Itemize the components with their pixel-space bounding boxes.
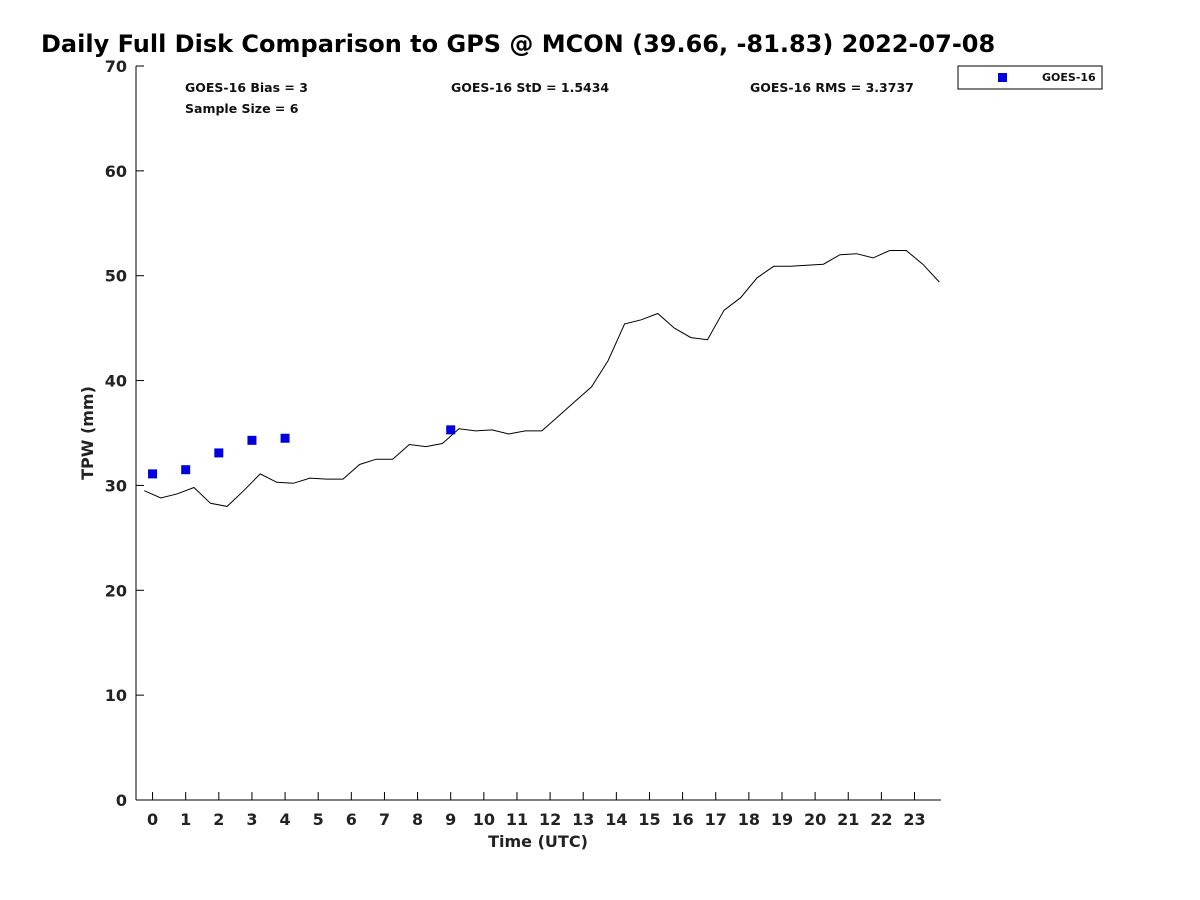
x-tick-label: 11 — [506, 810, 528, 829]
y-tick-label: 10 — [105, 686, 127, 705]
goes16-point — [280, 433, 290, 443]
legend-label: GOES-16 — [1042, 71, 1096, 84]
rms-stat: GOES-16 RMS = 3.3737 — [750, 80, 914, 95]
legend-marker-square — [998, 73, 1007, 82]
axes — [135, 66, 941, 801]
x-tick-label: 22 — [870, 810, 892, 829]
y-axis-label: TPW (mm) — [78, 386, 97, 480]
sample-size-stat: Sample Size = 6 — [185, 101, 299, 116]
legend-box — [957, 65, 1103, 90]
x-axis-label: Time (UTC) — [488, 832, 588, 851]
y-tick-label: 70 — [105, 57, 127, 76]
x-tick-label: 4 — [280, 810, 291, 829]
y-tick-label: 30 — [105, 476, 127, 495]
gps-tpw-line — [144, 250, 940, 507]
x-tick-label: 10 — [473, 810, 495, 829]
goes16-point — [247, 435, 257, 445]
std-stat: GOES-16 StD = 1.5434 — [451, 80, 609, 95]
goes16-point — [181, 465, 191, 475]
y-tick-label: 60 — [105, 162, 127, 181]
y-ticks: 0 10 20 30 40 50 60 70 — [105, 57, 144, 810]
x-tick-label: 9 — [445, 810, 456, 829]
x-ticks: 0 1 2 3 4 5 6 7 8 9 10 11 12 13 14 15 16 17 18 19 20 21 22 23 — [147, 792, 926, 829]
x-tick-label: 15 — [638, 810, 660, 829]
x-tick-label: 0 — [147, 810, 158, 829]
x-tick-label: 20 — [804, 810, 826, 829]
y-tick-label: 40 — [105, 372, 127, 391]
x-tick-label: 1 — [180, 810, 191, 829]
x-tick-label: 16 — [671, 810, 693, 829]
legend: GOES-16 — [957, 65, 1103, 90]
x-tick-label: 23 — [903, 810, 925, 829]
y-tick-label: 0 — [116, 791, 127, 810]
bias-stat: GOES-16 Bias = 3 — [185, 80, 308, 95]
x-tick-label: 19 — [771, 810, 793, 829]
x-tick-label: 2 — [213, 810, 224, 829]
x-tick-label: 12 — [539, 810, 561, 829]
x-tick-label: 18 — [738, 810, 760, 829]
x-tick-label: 21 — [837, 810, 859, 829]
goes16-point — [148, 469, 158, 479]
x-tick-label: 3 — [246, 810, 257, 829]
y-tick-label: 50 — [105, 267, 127, 286]
x-tick-label: 14 — [605, 810, 627, 829]
goes16-point — [214, 448, 224, 458]
x-tick-label: 6 — [346, 810, 357, 829]
goes16-point — [446, 425, 456, 435]
x-tick-label: 5 — [313, 810, 324, 829]
series-layer — [144, 250, 940, 507]
y-tick-label: 20 — [105, 581, 127, 600]
x-tick-label: 13 — [572, 810, 594, 829]
chart-title: Daily Full Disk Comparison to GPS @ MCON… — [41, 30, 996, 58]
x-tick-label: 17 — [705, 810, 727, 829]
x-tick-label: 7 — [379, 810, 390, 829]
x-tick-label: 8 — [412, 810, 423, 829]
